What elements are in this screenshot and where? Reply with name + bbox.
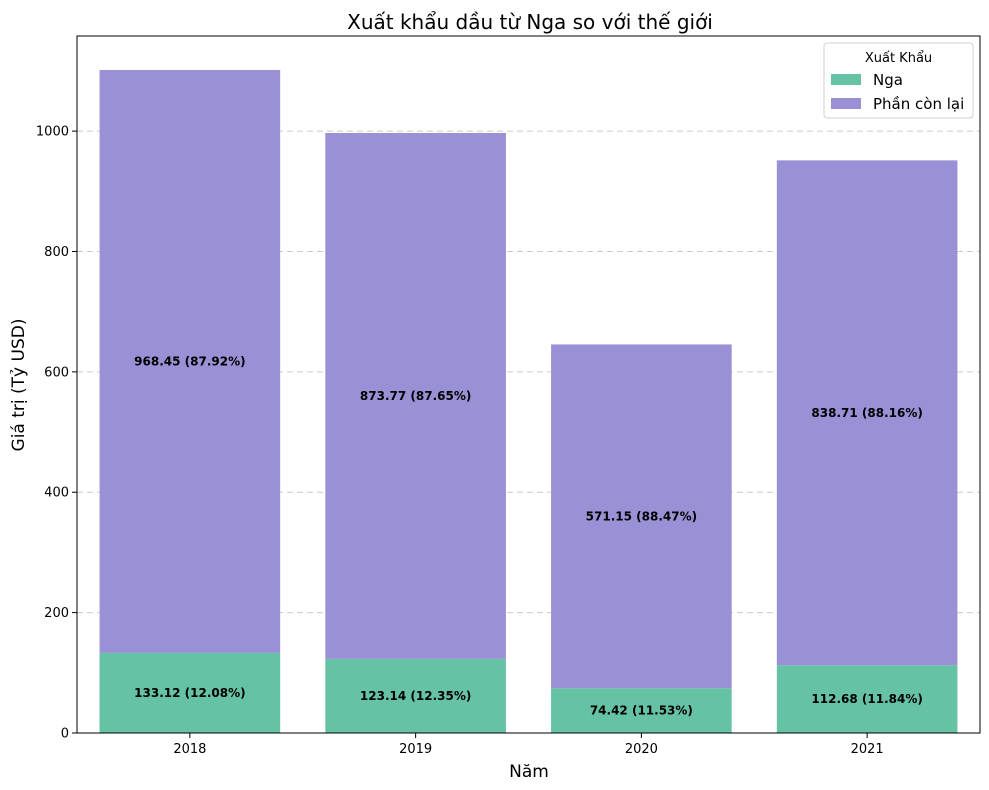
legend-title: Xuất Khẩu <box>865 51 932 66</box>
bar-nga-2018 <box>99 652 281 733</box>
legend-label-nga: Nga <box>873 71 903 89</box>
bar-nga-2020 <box>551 688 732 733</box>
x-tick-label-2018: 2018 <box>173 742 206 757</box>
legend-box <box>823 42 974 119</box>
plot-frame <box>76 35 981 734</box>
axes: 0 200 400 600 800 1000 2018 2019 2020 2021 <box>36 35 981 757</box>
x-tick-label-2021: 2021 <box>851 742 884 757</box>
y-axis-label: Giá trị (Tỷ USD) <box>9 319 29 452</box>
bar-rest-2021 <box>776 160 958 666</box>
bar-label-rest-2020: 571.15 (88.47%) <box>586 509 697 523</box>
chart-title: Xuất khẩu dầu từ Nga so với thế giới <box>347 10 713 34</box>
bar-label-rest-2019: 873.77 (87.65%) <box>360 389 471 403</box>
legend: Xuất Khẩu Nga Phần còn lại <box>823 42 974 119</box>
legend-swatch-rest <box>831 98 861 109</box>
bars <box>99 69 958 733</box>
bar-labels: 133.12 (12.08%) 968.45 (87.92%) 123.14 (12… <box>134 354 923 717</box>
y-tick-label-600: 600 <box>44 365 69 380</box>
bar-label-nga-2018: 133.12 (12.08%) <box>134 686 245 700</box>
x-tick-label-2020: 2020 <box>625 742 658 757</box>
bar-label-nga-2021: 112.68 (11.84%) <box>811 692 922 706</box>
bar-label-nga-2019: 123.14 (12.35%) <box>360 689 471 703</box>
bar-label-rest-2018: 968.45 (87.92%) <box>134 354 245 368</box>
legend-swatch-nga <box>831 74 861 85</box>
bar-label-rest-2021: 838.71 (88.16%) <box>811 406 922 420</box>
x-axis-label: Năm <box>509 762 549 782</box>
legend-label-rest: Phần còn lại <box>873 95 964 113</box>
y-tick-label-200: 200 <box>44 606 69 621</box>
bar-rest-2019 <box>325 132 506 659</box>
bar-nga-2019 <box>325 658 506 733</box>
y-tick-label-400: 400 <box>44 486 69 501</box>
bar-rest-2020 <box>551 344 732 689</box>
bar-nga-2021 <box>776 665 958 733</box>
y-tick-label-0: 0 <box>61 727 69 742</box>
y-tick-label-1000: 1000 <box>36 125 69 140</box>
bar-label-nga-2020: 74.42 (11.53%) <box>590 704 693 718</box>
bar-rest-2018 <box>99 69 281 653</box>
y-tick-label-800: 800 <box>44 245 69 260</box>
x-tick-label-2019: 2019 <box>399 742 432 757</box>
